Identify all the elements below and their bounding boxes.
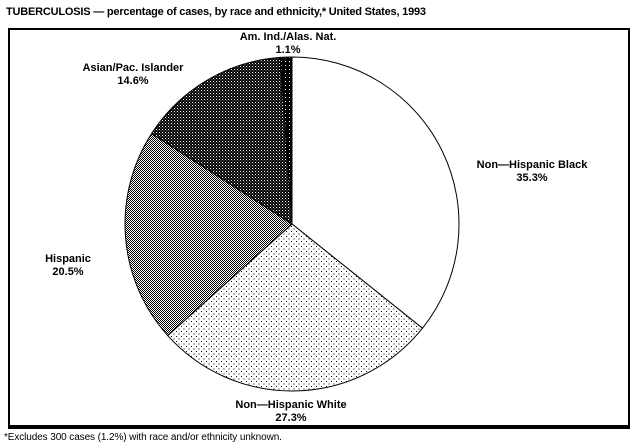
slice-label-hispanic: Hispanic 20.5% — [45, 253, 91, 279]
slice-name: Non—Hispanic White — [235, 399, 347, 411]
slice-label-non-hispanic-black: Non—Hispanic Black 35.3% — [477, 159, 588, 185]
slice-percent: 35.3% — [516, 172, 548, 184]
pie-slice-am-ind-alas-nat — [279, 56, 293, 225]
slice-label-asian-pac-islander: Asian/Pac. Islander 14.6% — [83, 62, 184, 88]
slice-label-non-hispanic-white: Non—Hispanic White 27.3% — [235, 399, 346, 425]
pie-slice-asian-pac-islander — [150, 56, 293, 225]
pie-slices — [124, 56, 460, 392]
slice-name: Asian/Pac. Islander — [82, 62, 184, 74]
slice-name: Non—Hispanic Black — [476, 159, 588, 171]
pie-slice-non-hispanic-black — [291, 56, 460, 329]
pie-slice-hispanic — [124, 132, 293, 337]
slice-label-am-ind-alas-nat: Am. Ind./Alas. Nat. 1.1% — [240, 31, 337, 57]
pie-slice-non-hispanic-white — [167, 223, 424, 392]
slice-percent: 14.6% — [117, 75, 149, 87]
slice-name: Am. Ind./Alas. Nat. — [239, 31, 337, 43]
footnote: *Excludes 300 cases (1.2%) with race and… — [4, 432, 282, 443]
slice-percent: 27.3% — [275, 412, 307, 424]
page-title: TUBERCULOSIS — percentage of cases, by r… — [6, 6, 426, 18]
slice-percent: 20.5% — [52, 266, 84, 278]
slice-name: Hispanic — [45, 253, 91, 265]
slice-percent: 1.1% — [275, 44, 301, 56]
